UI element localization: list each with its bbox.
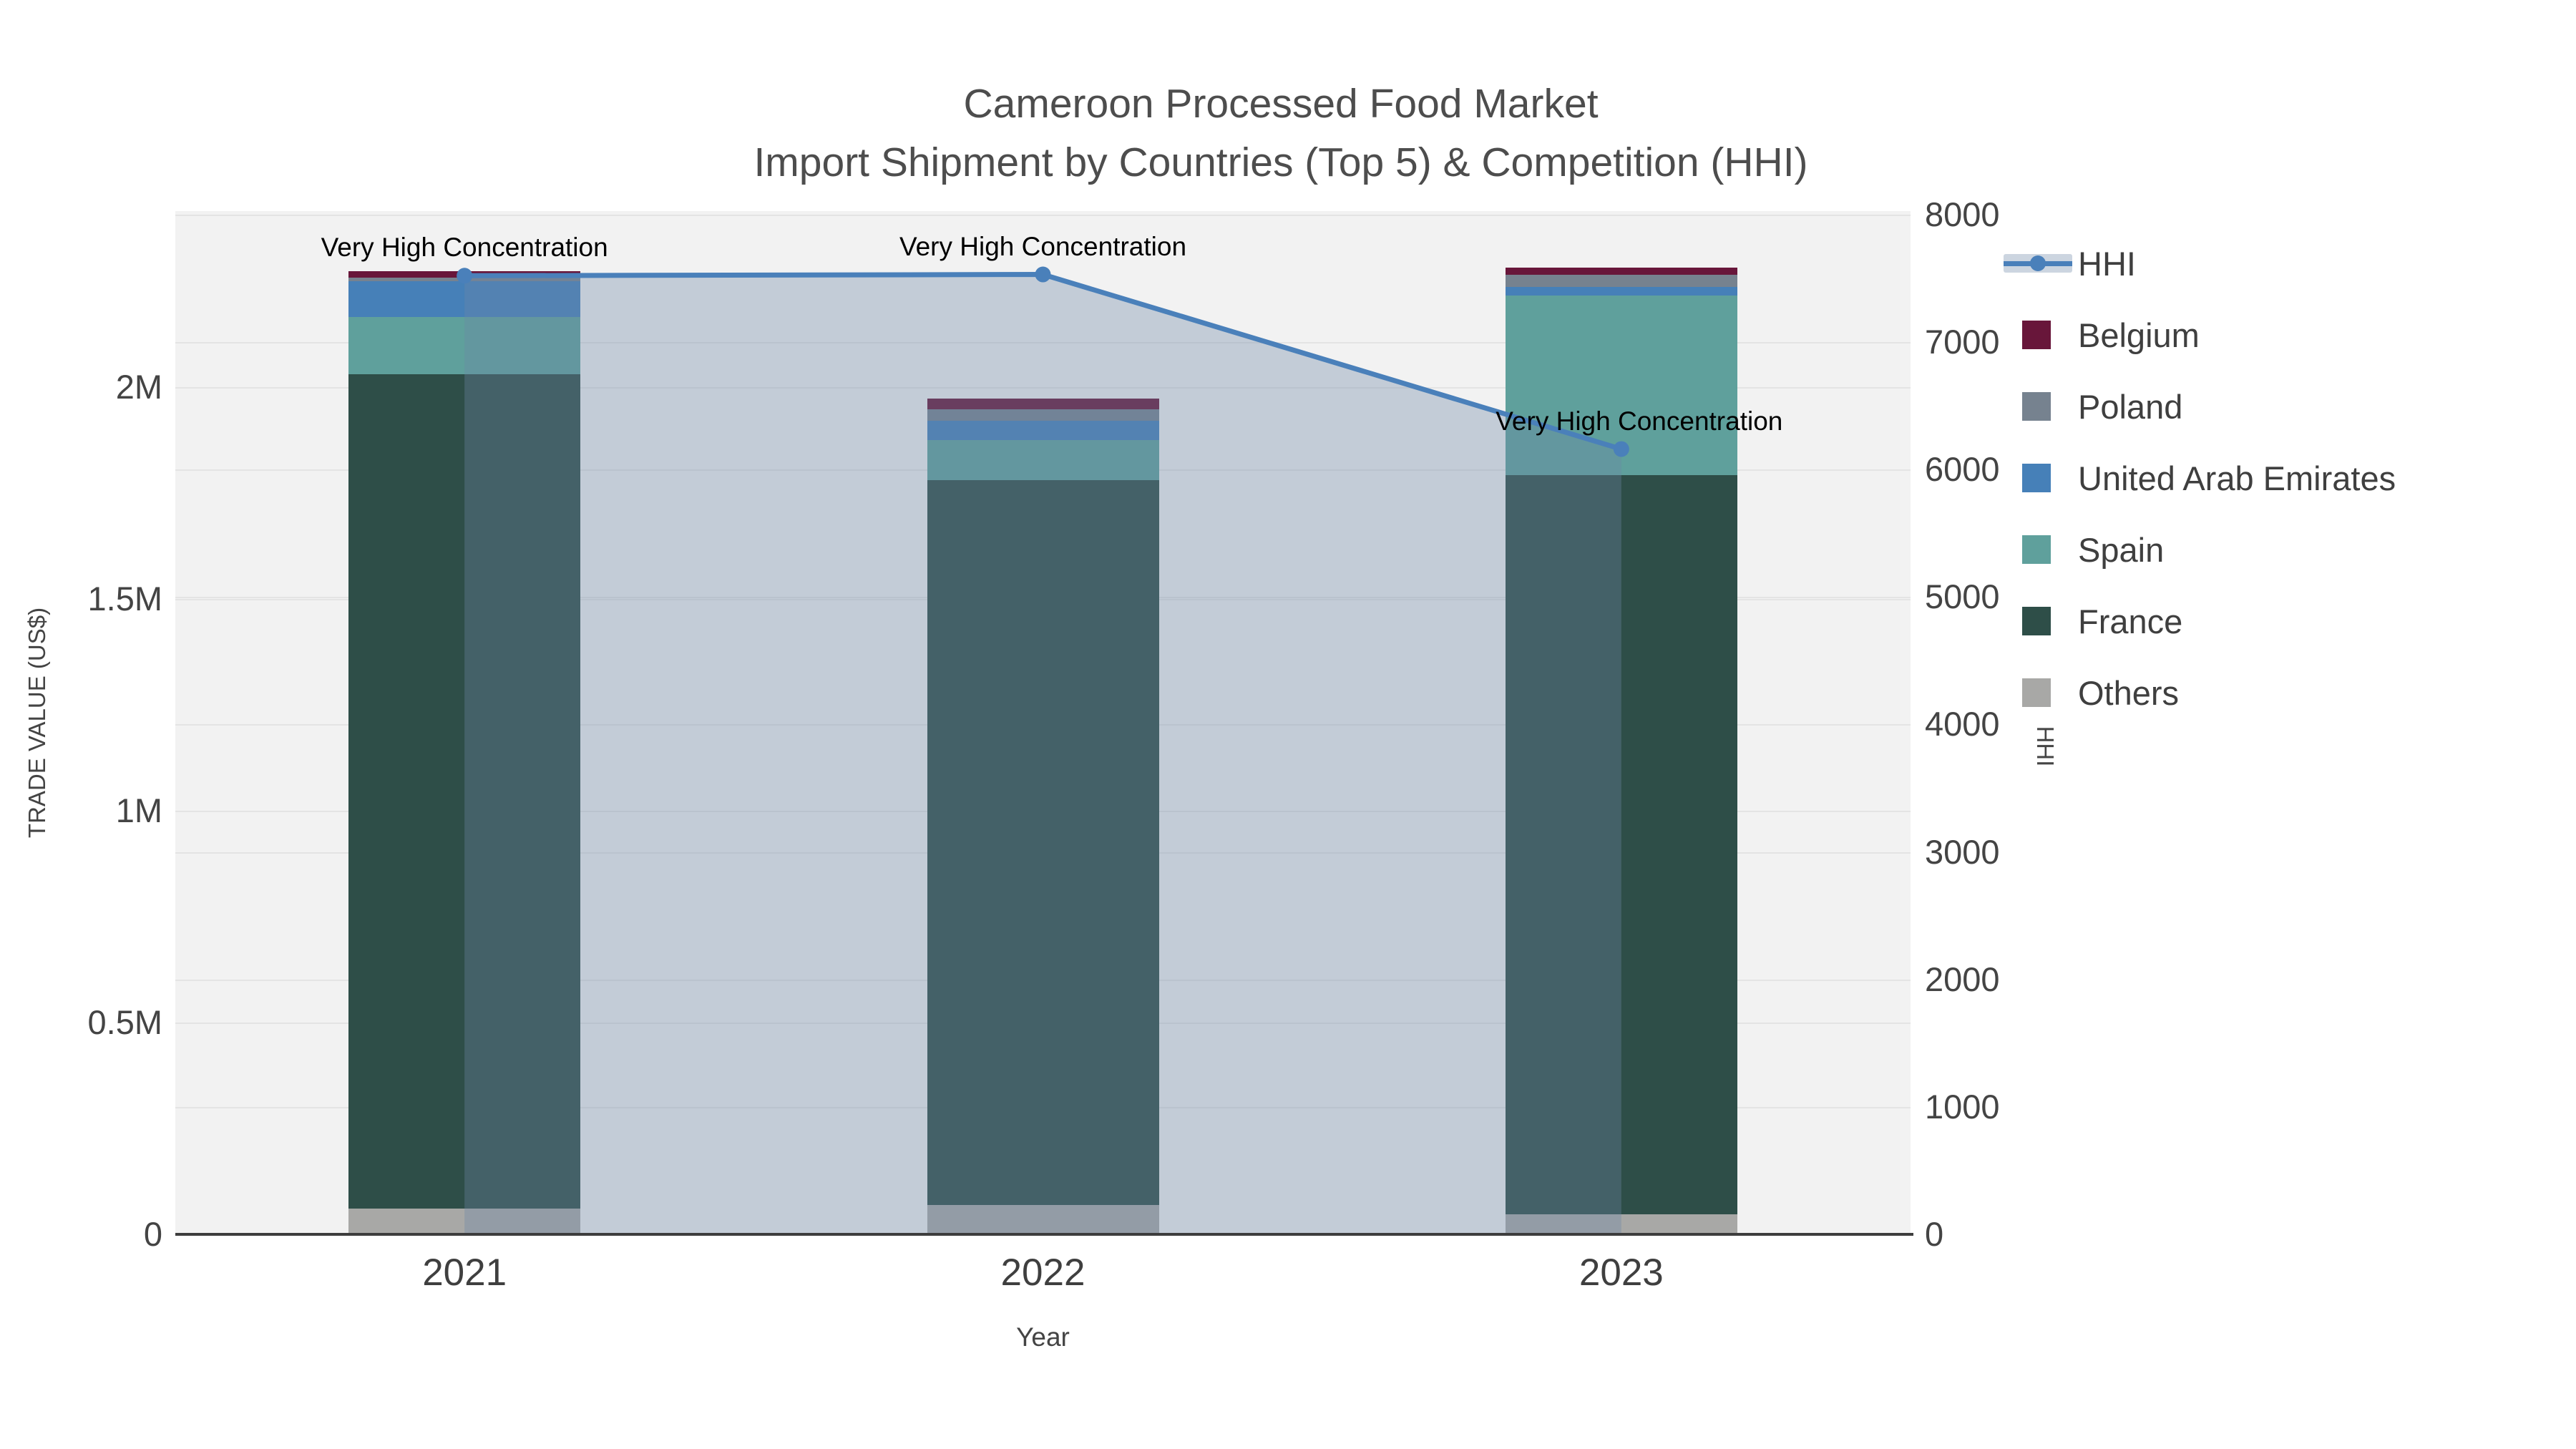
bar-segment-united-arab-emirates-2022 <box>927 421 1159 440</box>
legend-label: HHI <box>2078 244 2136 283</box>
chart-subtitle: Import Shipment by Countries (Top 5) & C… <box>753 140 1808 185</box>
y-right-tick-label: 7000 <box>1925 322 2000 361</box>
color-swatch-icon <box>2004 321 2078 349</box>
legend-label: Others <box>2078 673 2180 712</box>
y-right-tick-label: 5000 <box>1925 577 2000 616</box>
legend-item-france[interactable]: France <box>2004 585 2396 657</box>
bar-segment-others-2022 <box>927 1204 1159 1234</box>
bar-segment-spain-2021 <box>348 317 581 375</box>
x-axis-title: Year <box>1016 1322 1070 1352</box>
y-right-tick-label: 6000 <box>1925 450 2000 489</box>
legend: HHI Belgium Poland United Arab Emirates Spai… <box>2004 228 2396 728</box>
y-right-tick-label: 2000 <box>1925 960 2000 998</box>
x-axis-line <box>175 1233 1913 1236</box>
y-left-tick-label: 0.5M <box>87 1003 163 1041</box>
hhi-line-overlay <box>457 266 1629 1234</box>
y-right-tick-label: 8000 <box>1925 195 2000 233</box>
x-tick-label-2023: 2023 <box>1579 1252 1664 1294</box>
legend-label: United Arab Emirates <box>2078 459 2396 497</box>
y-axis-right-title: HHI <box>2032 726 2059 767</box>
y-right-tick-label: 4000 <box>1925 705 2000 743</box>
gridline-right-axis <box>175 341 1911 343</box>
hhi-area-fill <box>464 274 1621 1234</box>
bar-segment-belgium-2022 <box>927 398 1159 410</box>
legend-item-spain[interactable]: Spain <box>2004 514 2396 585</box>
hhi-line-swatch-icon <box>2004 254 2078 273</box>
chart-title: Cameroon Processed Food Market <box>963 81 1599 127</box>
legend-label: Spain <box>2078 530 2165 569</box>
legend-label: Belgium <box>2078 316 2200 354</box>
legend-item-hhi[interactable]: HHI <box>2004 228 2396 299</box>
bar-segment-spain-2022 <box>927 440 1159 481</box>
color-swatch-icon <box>2004 392 2078 421</box>
hhi-marker-2021 <box>457 268 473 284</box>
y-axis-left-title: TRADE VALUE (US$) <box>24 607 50 839</box>
y-left-tick-label: 1.5M <box>87 580 163 618</box>
bar-segment-belgium-2023 <box>1505 268 1737 275</box>
annotation-2021: Very High Concentration <box>321 233 608 263</box>
legend-item-poland[interactable]: Poland <box>2004 371 2396 442</box>
x-tick-label-2022: 2022 <box>1000 1252 1085 1294</box>
gridline-left-axis <box>175 387 1911 389</box>
color-swatch-icon <box>2004 464 2078 492</box>
bar-segment-poland-2022 <box>927 409 1159 421</box>
legend-label: Poland <box>2078 387 2183 426</box>
plot-area: Very High Concentration Very High Concent… <box>175 211 1911 1234</box>
bar-segment-united-arab-emirates-2021 <box>348 281 581 318</box>
legend-label: France <box>2078 602 2183 640</box>
bar-segment-others-2023 <box>1505 1214 1737 1234</box>
y-right-tick-label: 1000 <box>1925 1087 2000 1126</box>
gridline-right-axis <box>175 214 1911 216</box>
bar-segment-others-2021 <box>348 1209 581 1234</box>
color-swatch-icon <box>2004 607 2078 635</box>
color-swatch-icon <box>2004 535 2078 564</box>
bar-segment-france-2022 <box>927 480 1159 1205</box>
annotation-2022: Very High Concentration <box>899 231 1187 261</box>
x-tick-label-2021: 2021 <box>422 1252 507 1294</box>
y-right-tick-label: 0 <box>1925 1215 1944 1253</box>
hhi-marker-2023 <box>1613 441 1629 457</box>
annotation-2023: Very High Concentration <box>1496 406 1783 436</box>
hhi-marker-2022 <box>1035 266 1051 283</box>
bar-segment-united-arab-emirates-2023 <box>1505 286 1737 296</box>
color-swatch-icon <box>2004 678 2078 707</box>
legend-item-united-arab-emirates[interactable]: United Arab Emirates <box>2004 442 2396 514</box>
y-right-tick-label: 3000 <box>1925 832 2000 871</box>
y-left-tick-label: 1M <box>115 791 162 829</box>
y-left-tick-label: 2M <box>115 368 162 406</box>
bar-segment-france-2023 <box>1505 475 1737 1215</box>
bar-segment-france-2021 <box>348 374 581 1209</box>
y-left-tick-label: 0 <box>143 1215 162 1253</box>
legend-item-others[interactable]: Others <box>2004 657 2396 728</box>
bar-segment-poland-2023 <box>1505 275 1737 287</box>
legend-item-belgium[interactable]: Belgium <box>2004 299 2396 371</box>
